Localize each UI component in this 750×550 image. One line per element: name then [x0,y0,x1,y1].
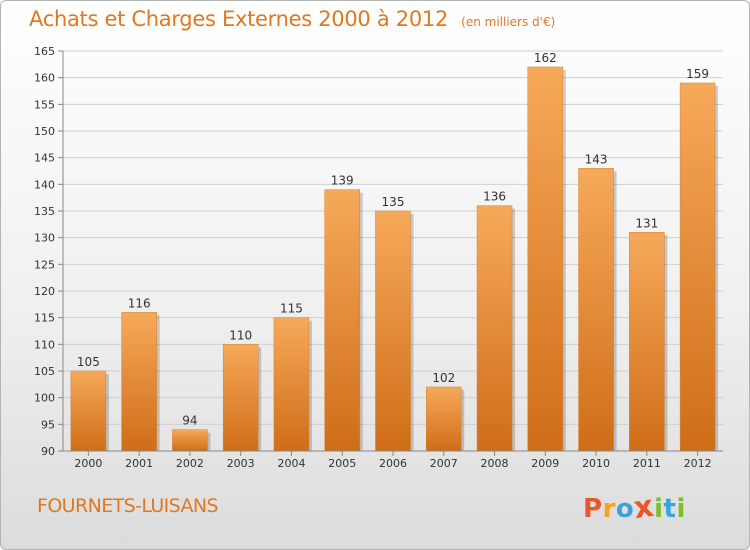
bar [222,344,259,452]
x-tick-label: 2008 [481,457,509,470]
data-label: 136 [483,190,506,204]
place-name: FOURNETS-LUISANS [37,495,219,517]
data-label: 159 [686,67,709,81]
data-label: 162 [534,51,557,65]
y-tick-label: 105 [34,365,55,378]
x-tick-label: 2009 [531,457,559,470]
bar [121,312,157,452]
y-tick-label: 145 [34,152,55,165]
data-label: 135 [382,195,405,209]
y-tick-label: 90 [41,445,55,458]
chart-unit-label: (en milliers d'€) [461,15,556,29]
data-label: 94 [182,414,197,428]
y-tick-label: 160 [34,72,55,85]
x-tick-label: 2000 [74,457,102,470]
data-label: 139 [331,174,354,188]
y-tick-label: 100 [34,392,55,405]
logo-letter: r [602,494,616,524]
x-tick-label: 2006 [379,457,407,470]
data-label: 143 [585,152,608,166]
bar [679,82,716,452]
y-tick-label: 155 [34,98,55,111]
chart-title-block: Achats et Charges Externes 2000 à 2012 (… [29,7,555,31]
y-tick-label: 140 [34,178,55,191]
y-tick-label: 130 [34,232,55,245]
data-label: 116 [128,296,151,310]
x-tick-label: 2010 [582,457,610,470]
y-tick-label: 115 [34,312,55,325]
data-label: 105 [77,355,100,369]
y-tick-label: 120 [34,285,55,298]
axes: 90 95 100 105 110 115 120 125 130 135 140 145 150 155… [34,45,723,470]
data-label: 131 [635,216,658,230]
data-label: 115 [280,302,303,316]
y-tick-label: 135 [34,205,55,218]
x-tick-label: 2012 [684,457,712,470]
logo-letter: i [654,494,664,524]
bar [629,232,665,452]
logo-letter: P [583,494,603,524]
bar [426,386,462,452]
bar [476,205,513,452]
y-tick-label: 125 [34,258,55,271]
bar [273,317,310,452]
x-tick-label: 2011 [633,457,661,470]
x-tick-label: 2007 [430,457,458,470]
bar [578,168,614,452]
bar [70,370,107,452]
y-tick-label: 150 [34,125,55,138]
bar [375,210,411,452]
x-tick-label: 2004 [277,457,305,470]
data-label: 102 [432,371,455,385]
logo-letter: i [676,494,686,524]
x-tick-label: 2002 [176,457,204,470]
x-tick-label: 2003 [227,457,255,470]
y-tick-label: 95 [41,418,55,431]
chart-title: Achats et Charges Externes 2000 à 2012 [29,7,449,31]
logo-letter: t [663,494,677,524]
x-tick-label: 2001 [125,457,153,470]
logo-letter: o [615,494,635,524]
y-tick-label: 165 [34,45,55,58]
bars: 105 116 94 110 115 139 135 102 136 162 143 131 159 [70,51,719,452]
data-label: 110 [229,328,252,342]
proxiti-logo: Proxiti [583,488,686,527]
x-tick-label: 2005 [328,457,356,470]
bar [324,189,360,452]
logo-letter: x [631,488,657,527]
bar [527,66,564,452]
bar [172,429,208,452]
y-tick-label: 110 [34,338,55,351]
